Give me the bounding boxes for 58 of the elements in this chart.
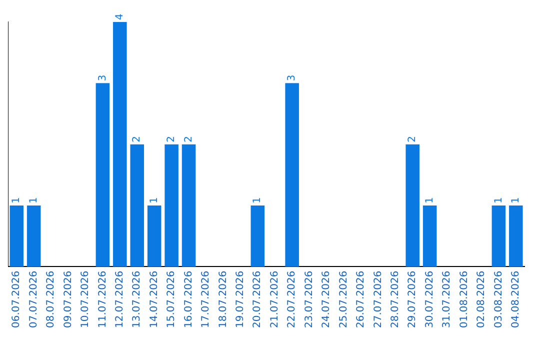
x-tick-label: 15.07.2026: [166, 270, 178, 328]
bar: [492, 206, 506, 267]
x-tick-label: 30.07.2026: [424, 270, 436, 328]
data-label: 3: [97, 74, 108, 82]
x-tick-label: 20.07.2026: [252, 270, 264, 328]
data-label: 1: [424, 197, 436, 204]
data-label: 2: [183, 136, 194, 142]
x-tick-label: 26.07.2026: [356, 270, 367, 328]
bar: [509, 206, 523, 267]
x-tick-label: 21.07.2026: [269, 270, 280, 328]
x-tick-label: 08.07.2026: [46, 270, 57, 328]
data-label: 2: [132, 136, 143, 142]
bar: [250, 206, 265, 267]
x-tick-label: 24.07.2026: [321, 270, 332, 328]
x-tick-label: 01.08.2026: [458, 270, 470, 328]
x-tick-label: 31.07.2026: [442, 270, 453, 328]
bar: [26, 206, 41, 267]
x-tick-label: 28.07.2026: [390, 270, 401, 328]
x-tick-label: 07.07.2026: [28, 270, 40, 328]
data-label: 1: [28, 197, 40, 204]
x-tick-label: 09.07.2026: [62, 270, 74, 328]
bar: [285, 83, 299, 267]
data-label: 2: [166, 136, 178, 142]
x-tick-label: 25.07.2026: [338, 270, 350, 328]
x-tick-label: 17.07.2026: [200, 270, 212, 328]
bar: [164, 144, 178, 267]
x-tick-label: 13.07.2026: [132, 270, 143, 328]
x-tick-label: 11.07.2026: [97, 270, 108, 328]
x-tick-label: 22.07.2026: [286, 270, 298, 328]
bar: [422, 206, 437, 267]
data-label: 1: [493, 197, 504, 204]
bar: [147, 206, 162, 267]
bar: [406, 144, 420, 267]
data-label: 3: [286, 74, 298, 82]
bar: [96, 83, 110, 267]
x-tick-label: 14.07.2026: [148, 270, 160, 328]
data-label: 1: [252, 197, 264, 204]
x-tick-label: 03.08.2026: [493, 270, 504, 328]
x-tick-label: 19.07.2026: [235, 270, 246, 328]
x-tick-label: 06.07.2026: [11, 270, 22, 328]
data-label: 4: [114, 14, 126, 20]
data-label: 2: [407, 136, 418, 142]
x-tick-label: 02.08.2026: [476, 270, 488, 328]
x-tick-label: 04.08.2026: [510, 270, 522, 328]
data-label: 1: [11, 197, 22, 204]
bar: [113, 22, 127, 267]
x-tick-label: 18.07.2026: [218, 270, 229, 328]
x-tick-label: 16.07.2026: [183, 270, 194, 328]
x-tick-label: 27.07.2026: [372, 270, 384, 328]
x-tick-label: 12.07.2026: [114, 270, 126, 328]
bar: [10, 206, 24, 267]
bar: [182, 144, 196, 267]
data-label: 1: [510, 197, 522, 204]
data-label: 1: [148, 197, 160, 204]
x-tick-label: 23.07.2026: [304, 270, 315, 328]
x-tick-label: 10.07.2026: [80, 270, 92, 328]
bar: [130, 144, 144, 267]
x-tick-label: 29.07.2026: [407, 270, 418, 328]
